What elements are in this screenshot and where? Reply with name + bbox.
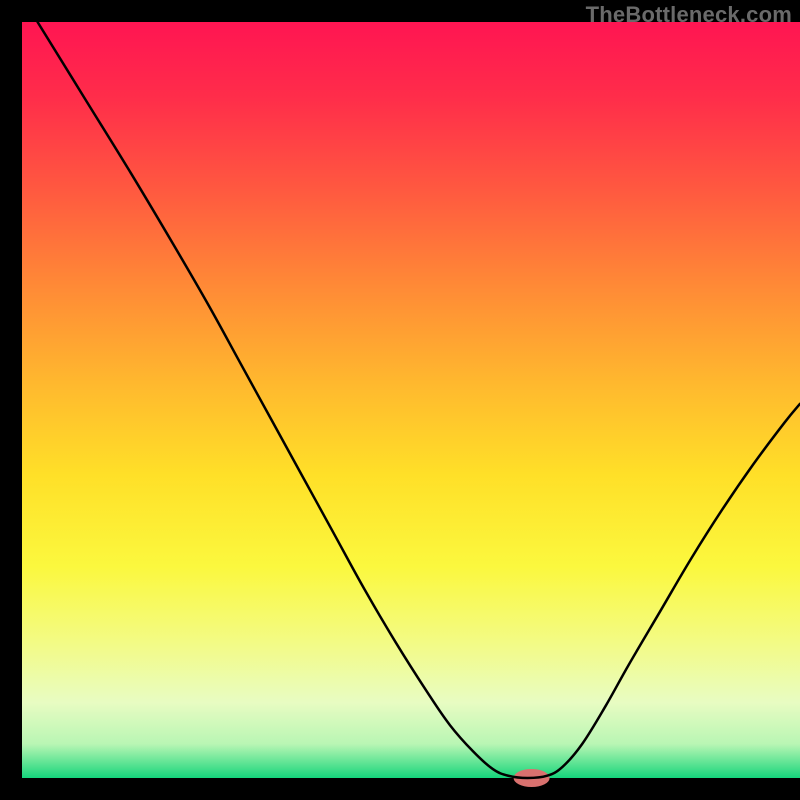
watermark-text: TheBottleneck.com [586, 2, 792, 28]
bottleneck-chart [0, 0, 800, 800]
